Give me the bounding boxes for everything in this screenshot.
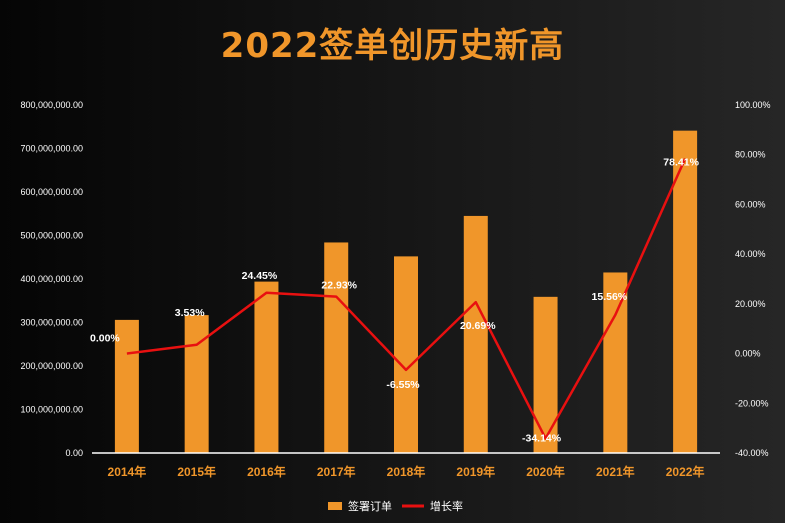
y-left-tick-label: 300,000,000.00 bbox=[20, 318, 83, 328]
y-right-tick-label: 100.00% bbox=[735, 100, 771, 110]
bar bbox=[394, 256, 418, 453]
x-tick-label: 2016年 bbox=[247, 464, 286, 479]
y-left-tick-label: 400,000,000.00 bbox=[20, 274, 83, 284]
bar bbox=[533, 296, 558, 453]
y-right-tick-label: -40.00% bbox=[735, 448, 769, 458]
bar bbox=[673, 130, 698, 454]
y-left-tick-label: 200,000,000.00 bbox=[20, 361, 83, 371]
data-label: 24.45% bbox=[242, 270, 278, 282]
y-left-tick-label: 100,000,000.00 bbox=[20, 405, 83, 415]
data-label: 15.56% bbox=[592, 291, 628, 303]
data-label: 0.00% bbox=[90, 333, 120, 345]
x-tick-label: 2014年 bbox=[108, 464, 147, 479]
series-line-growth bbox=[126, 158, 687, 440]
data-label: 78.41% bbox=[663, 157, 699, 169]
data-label: 22.93% bbox=[321, 280, 357, 292]
x-tick-label: 2018年 bbox=[387, 464, 426, 479]
chart-title: 2022签单创历史新高 bbox=[220, 26, 565, 66]
y-right-tick-label: 40.00% bbox=[735, 249, 766, 259]
bar bbox=[254, 281, 279, 453]
x-tick-label: 2015年 bbox=[177, 464, 216, 479]
y-right-tick-label: 60.00% bbox=[735, 199, 766, 209]
data-label: 3.53% bbox=[175, 307, 205, 319]
bar bbox=[603, 272, 628, 453]
y-left-tick-label: 800,000,000.00 bbox=[20, 100, 83, 110]
bar bbox=[324, 242, 349, 453]
legend-label-orders: 签署订单 bbox=[348, 499, 392, 513]
y-left-tick-label: 500,000,000.00 bbox=[20, 231, 83, 241]
bar bbox=[463, 215, 488, 453]
bar bbox=[184, 315, 209, 453]
legend-label-growth: 增长率 bbox=[430, 499, 463, 513]
y-right-tick-label: 20.00% bbox=[735, 299, 766, 309]
x-tick-label: 2017年 bbox=[317, 464, 356, 479]
y-left-tick-label: 600,000,000.00 bbox=[20, 187, 83, 197]
data-label: -6.55% bbox=[386, 379, 420, 391]
legend-swatch-orders bbox=[328, 502, 342, 510]
data-label: -34.14% bbox=[522, 432, 562, 444]
y-right-tick-label: -20.00% bbox=[735, 398, 769, 408]
y-right-tick-label: 80.00% bbox=[735, 150, 766, 160]
data-label: 20.69% bbox=[460, 320, 496, 332]
x-tick-label: 2021年 bbox=[596, 464, 635, 479]
x-tick-label: 2020年 bbox=[526, 464, 565, 479]
x-tick-label: 2019年 bbox=[456, 464, 495, 479]
x-tick-label: 2022年 bbox=[666, 464, 705, 479]
y-left-tick-label: 0.00 bbox=[65, 448, 83, 458]
y-left-tick-label: 700,000,000.00 bbox=[20, 144, 83, 154]
y-right-tick-label: 0.00% bbox=[735, 349, 761, 359]
bar bbox=[114, 319, 139, 453]
